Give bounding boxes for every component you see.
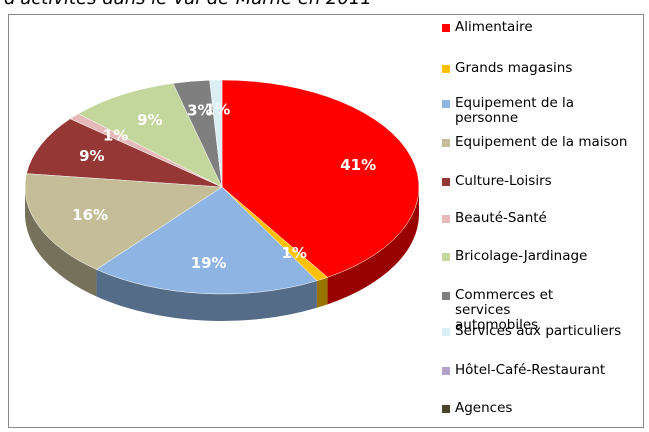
pie-side: [327, 187, 419, 305]
data-label: 41%: [340, 156, 376, 174]
legend-swatch: [442, 292, 450, 300]
legend-swatch: [442, 139, 450, 147]
pie-slice: [26, 118, 223, 188]
legend-item: Beauté-Santé: [442, 211, 547, 226]
pie-side: [316, 277, 328, 308]
data-label: 9%: [79, 147, 104, 165]
legend-label: Services aux particuliers: [455, 323, 622, 339]
legend-swatch: [442, 178, 450, 186]
data-label: 3%: [187, 101, 212, 119]
legend-swatch: [442, 328, 450, 336]
legend-label: Commerces et services automobiles: [455, 287, 554, 333]
chart-title: d'activités dans le Val-de-Marne en 2011: [4, 0, 372, 9]
legend-swatch: [442, 367, 450, 375]
legend-item: Alimentaire: [442, 20, 533, 35]
legend-item: Equipement de la personne: [442, 96, 595, 126]
pie-slice: [77, 83, 223, 188]
chart-frame: [8, 14, 644, 428]
legend-item: Commerces et services automobiles: [442, 288, 595, 333]
data-label: 1%: [103, 127, 128, 145]
legend-item: Hôtel-Café-Restaurant: [442, 363, 605, 378]
legend-label: Beauté-Santé: [455, 210, 547, 226]
pie-side: [25, 187, 97, 297]
legend-label: Bricolage-Jardinage: [455, 248, 588, 264]
legend-label: Agences: [455, 400, 513, 416]
legend-item: Agences: [442, 401, 512, 416]
legend-label: Equipement de la maison: [455, 134, 628, 150]
pie-slice: [95, 186, 318, 295]
legend-label: Culture-Loisirs: [455, 173, 552, 189]
pie-slice: [221, 79, 420, 278]
data-label: 1%: [205, 100, 230, 118]
legend-swatch: [442, 405, 450, 413]
legend-label: Equipement de la personne: [455, 95, 575, 126]
legend-label: Hôtel-Café-Restaurant: [455, 362, 606, 378]
data-label: 19%: [191, 254, 227, 272]
legend-item: Culture-Loisirs: [442, 174, 552, 189]
legend-item: Equipement de la maison: [442, 135, 627, 150]
legend-item: Services aux particuliers: [442, 324, 621, 339]
pie-slice: [24, 173, 223, 270]
legend-swatch: [442, 215, 450, 223]
legend-item: Bricolage-Jardinage: [442, 249, 587, 264]
data-label: 1%: [281, 244, 306, 262]
legend-swatch: [442, 253, 450, 261]
pie-side: [96, 269, 317, 321]
legend-label: Grands magasins: [455, 60, 573, 76]
legend-swatch: [442, 24, 450, 32]
legend-swatch: [442, 100, 450, 108]
legend-label: Alimentaire: [455, 19, 533, 35]
pie-slice: [209, 79, 223, 188]
data-label: 16%: [72, 206, 108, 224]
legend-item: Grands magasins: [442, 61, 572, 76]
legend-swatch: [442, 65, 450, 73]
data-label: 9%: [137, 111, 162, 129]
